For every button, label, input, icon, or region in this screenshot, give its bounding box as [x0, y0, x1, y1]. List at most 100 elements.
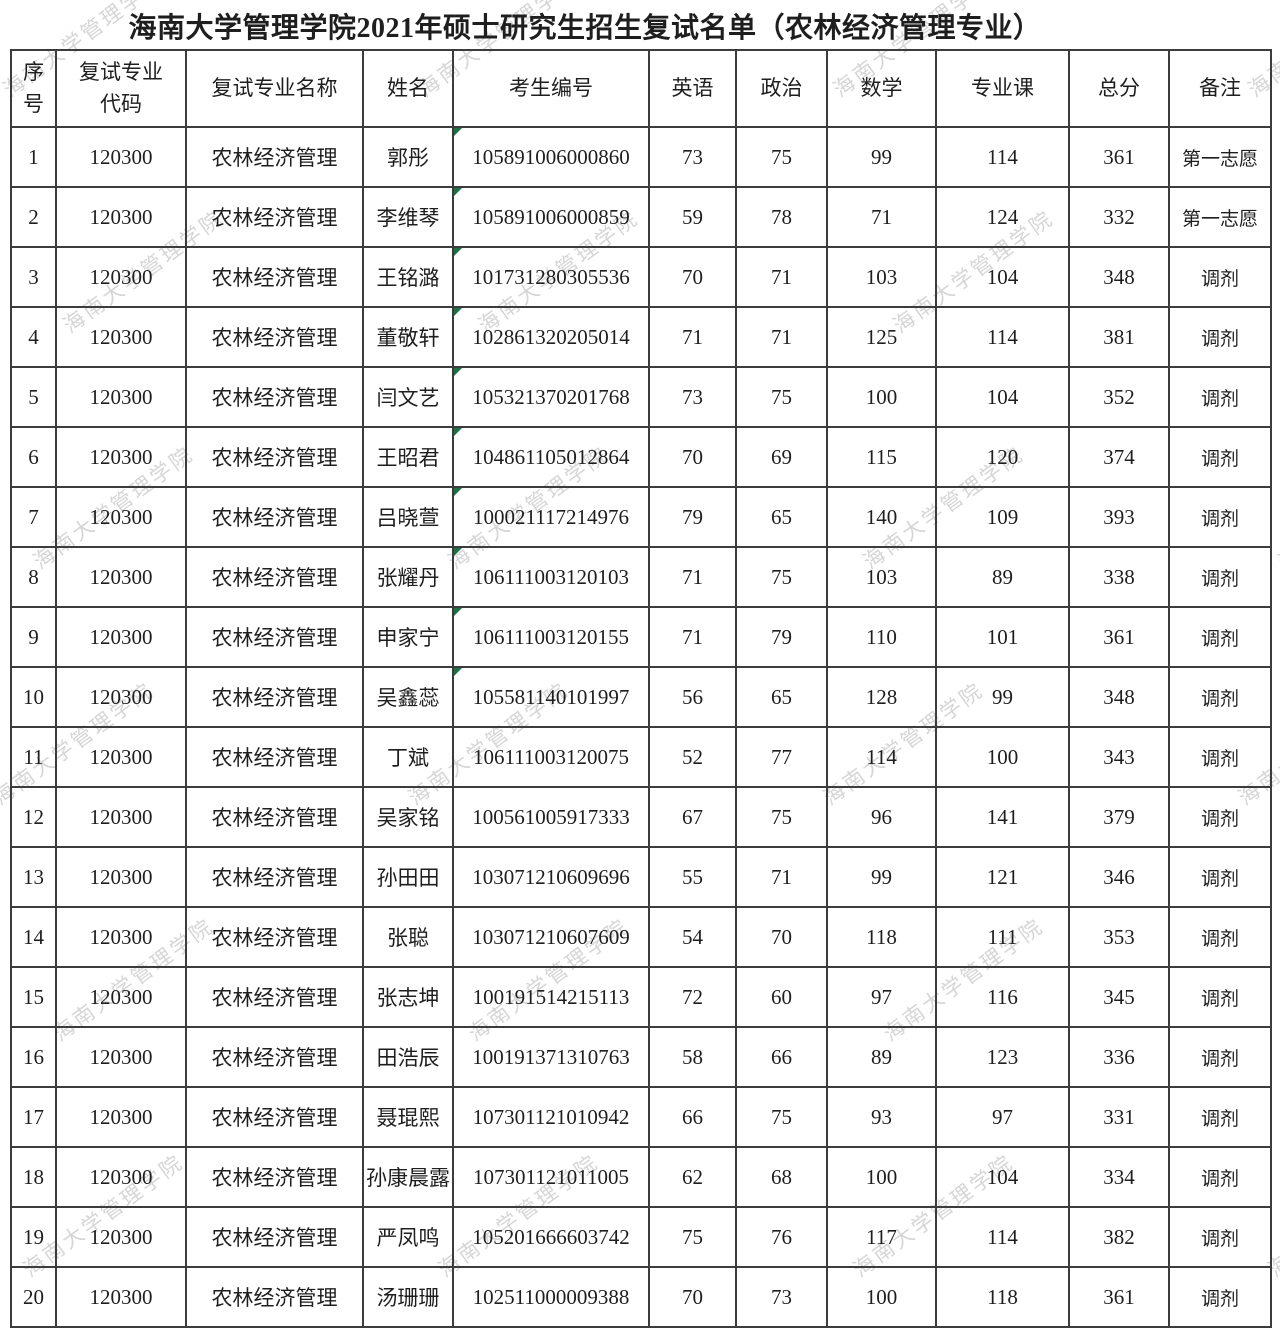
cell-math: 97 [826, 966, 937, 1028]
cell-math: 99 [826, 126, 937, 188]
cell-course: 99 [935, 666, 1070, 728]
cell-total: 346 [1068, 846, 1170, 908]
cell-candidate_id: 100191371310763 [452, 1026, 650, 1088]
cell-politics: 65 [735, 486, 828, 548]
cell-name: 吴鑫蕊 [362, 666, 454, 728]
cell-english: 58 [648, 1026, 737, 1088]
cell-major: 农林经济管理 [185, 246, 364, 308]
cell-name: 严凤鸣 [362, 1206, 454, 1268]
cell-major: 农林经济管理 [185, 666, 364, 728]
cell-no: 3 [10, 246, 57, 308]
cell-remark: 调剂 [1168, 1206, 1272, 1268]
cell-politics: 71 [735, 246, 828, 308]
cell-candidate_id: 103071210609696 [452, 846, 650, 908]
cell-course: 100 [935, 726, 1070, 788]
cell-code: 120300 [55, 426, 187, 488]
table-row: 7 120300 农林经济管理 吕晓萱 100021117214976 79 65 140 10… [10, 486, 1272, 548]
cell-code: 120300 [55, 1026, 187, 1088]
cell-remark: 调剂 [1168, 846, 1272, 908]
cell-remark: 调剂 [1168, 726, 1272, 788]
cell-candidate_id: 107301121010942 [452, 1086, 650, 1148]
cell-code: 120300 [55, 1086, 187, 1148]
cell-math: 89 [826, 1026, 937, 1088]
column-header-code: 复试专业 代码 [55, 49, 187, 128]
cell-code: 120300 [55, 846, 187, 908]
table-row: 1 120300 农林经济管理 郭彤 105891006000860 73 75 99 114 3… [10, 126, 1272, 188]
cell-course: 89 [935, 546, 1070, 608]
cell-math: 115 [826, 426, 937, 488]
cell-name: 丁斌 [362, 726, 454, 788]
cell-candidate_id: 105891006000860 [452, 126, 650, 188]
cell-english: 70 [648, 426, 737, 488]
cell-total: 381 [1068, 306, 1170, 368]
cell-politics: 71 [735, 306, 828, 368]
cell-no: 16 [10, 1026, 57, 1088]
cell-remark: 第一志愿 [1168, 126, 1272, 188]
text-format-flag-icon [455, 489, 462, 496]
cell-code: 120300 [55, 906, 187, 968]
cell-total: 338 [1068, 546, 1170, 608]
cell-name: 张志坤 [362, 966, 454, 1028]
cell-major: 农林经济管理 [185, 426, 364, 488]
cell-politics: 77 [735, 726, 828, 788]
text-format-flag-icon [455, 309, 462, 316]
cell-major: 农林经济管理 [185, 846, 364, 908]
table-row: 5 120300 农林经济管理 闫文艺 105321370201768 73 75 100 10… [10, 366, 1272, 428]
cell-code: 120300 [55, 606, 187, 668]
cell-candidate_id: 100021117214976 [452, 486, 650, 548]
cell-candidate_id: 103071210607609 [452, 906, 650, 968]
cell-candidate_id: 106111003120103 [452, 546, 650, 608]
cell-code: 120300 [55, 546, 187, 608]
cell-politics: 73 [735, 1266, 828, 1328]
column-header-name: 姓名 [362, 49, 454, 128]
column-header-candidate_id: 考生编号 [452, 49, 650, 128]
cell-major: 农林经济管理 [185, 966, 364, 1028]
cell-remark: 调剂 [1168, 666, 1272, 728]
table-row: 13 120300 农林经济管理 孙田田 103071210609696 55 71 99 12… [10, 846, 1272, 908]
cell-politics: 76 [735, 1206, 828, 1268]
page-title: 海南大学管理学院2021年硕士研究生招生复试名单（农林经济管理专业） [128, 13, 1042, 44]
cell-math: 118 [826, 906, 937, 968]
cell-no: 19 [10, 1206, 57, 1268]
cell-math: 100 [826, 1146, 937, 1208]
cell-english: 71 [648, 306, 737, 368]
column-header-english: 英语 [648, 49, 737, 128]
cell-major: 农林经济管理 [185, 1026, 364, 1088]
cell-code: 120300 [55, 186, 187, 248]
cell-no: 8 [10, 546, 57, 608]
cell-candidate_id: 105201666603742 [452, 1206, 650, 1268]
cell-math: 103 [826, 246, 937, 308]
cell-politics: 68 [735, 1146, 828, 1208]
text-format-flag-icon [455, 429, 462, 436]
cell-major: 农林经济管理 [185, 186, 364, 248]
cell-remark: 调剂 [1168, 966, 1272, 1028]
cell-math: 140 [826, 486, 937, 548]
table-row: 16 120300 农林经济管理 田浩辰 100191371310763 58 66 89 12… [10, 1026, 1272, 1088]
table-row: 17 120300 农林经济管理 聂琨熙 107301121010942 66 75 93 97… [10, 1086, 1272, 1148]
cell-code: 120300 [55, 246, 187, 308]
cell-major: 农林经济管理 [185, 606, 364, 668]
cell-english: 72 [648, 966, 737, 1028]
cell-remark: 调剂 [1168, 786, 1272, 848]
cell-major: 农林经济管理 [185, 1266, 364, 1328]
cell-course: 114 [935, 1206, 1070, 1268]
cell-code: 120300 [55, 666, 187, 728]
cell-course: 109 [935, 486, 1070, 548]
cell-math: 100 [826, 366, 937, 428]
cell-english: 56 [648, 666, 737, 728]
cell-candidate_id: 105321370201768 [452, 366, 650, 428]
cell-candidate_id: 107301121011005 [452, 1146, 650, 1208]
cell-course: 120 [935, 426, 1070, 488]
cell-candidate_id: 102861320205014 [452, 306, 650, 368]
cell-name: 聂琨熙 [362, 1086, 454, 1148]
admission-list-table: 序 号复试专业 代码 复试专业名称 姓名 考生编号 英语 政治 数学 专业课 总分 备注 1 120… [10, 49, 1272, 1328]
cell-english: 79 [648, 486, 737, 548]
cell-course: 121 [935, 846, 1070, 908]
cell-math: 100 [826, 1266, 937, 1328]
cell-english: 55 [648, 846, 737, 908]
cell-name: 田浩辰 [362, 1026, 454, 1088]
cell-total: 345 [1068, 966, 1170, 1028]
cell-politics: 70 [735, 906, 828, 968]
cell-course: 97 [935, 1086, 1070, 1148]
cell-name: 张聪 [362, 906, 454, 968]
